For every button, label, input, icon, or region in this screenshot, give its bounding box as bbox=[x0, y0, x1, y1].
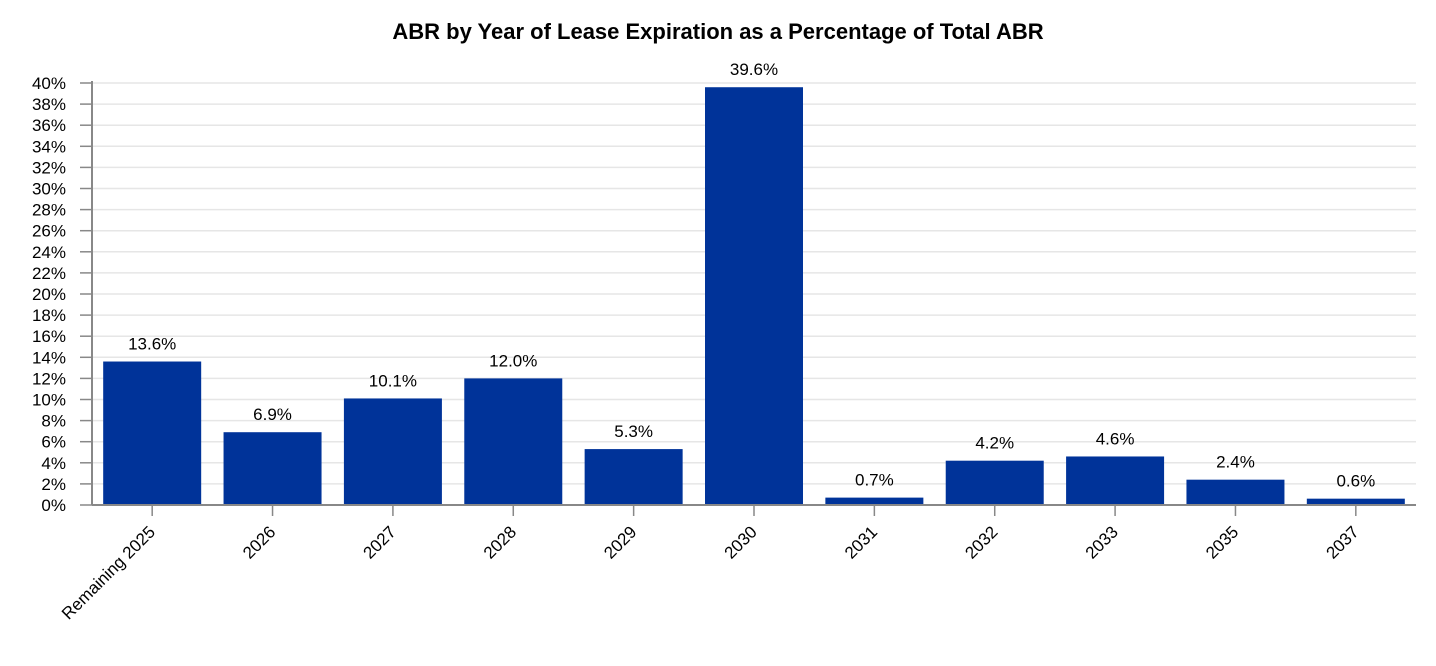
y-tick-label: 14% bbox=[32, 348, 66, 367]
y-tick-label: 20% bbox=[32, 285, 66, 304]
y-tick-label: 0% bbox=[41, 496, 66, 515]
x-tick-label: 2028 bbox=[480, 522, 520, 562]
x-tick-label: 2031 bbox=[841, 522, 881, 562]
bars bbox=[103, 87, 1405, 505]
y-tick-label: 12% bbox=[32, 369, 66, 388]
x-axis: Remaining 2025 2026 2027 2028 2029 2030 2031 20… bbox=[58, 504, 1416, 623]
y-tick-label: 6% bbox=[41, 433, 66, 452]
y-tick-label: 34% bbox=[32, 137, 66, 156]
bar bbox=[343, 398, 442, 505]
bar bbox=[1306, 498, 1405, 505]
data-label: 10.1% bbox=[369, 371, 417, 390]
x-tick-label: 2027 bbox=[360, 522, 400, 562]
data-label: 13.6% bbox=[128, 335, 176, 354]
x-tick-label: Remaining 2025 bbox=[58, 522, 159, 623]
y-tick-label: 28% bbox=[32, 201, 66, 220]
x-tick-label: 2032 bbox=[961, 522, 1001, 562]
y-tick-label: 24% bbox=[32, 243, 66, 262]
y-tick-label: 4% bbox=[41, 454, 66, 473]
x-tick-label: 2026 bbox=[239, 522, 279, 562]
y-axis: 0% 2% 4% 6% 8% 10% 12% 14% 16% 18% 20% 22% 24% 26% 28%… bbox=[32, 74, 93, 515]
y-tick-label: 38% bbox=[32, 95, 66, 114]
bar bbox=[464, 378, 563, 505]
x-tick-label: 2037 bbox=[1322, 522, 1362, 562]
data-label: 12.0% bbox=[489, 351, 537, 370]
data-label: 39.6% bbox=[730, 60, 778, 79]
bar bbox=[945, 460, 1044, 505]
bar bbox=[1186, 479, 1285, 505]
data-label: 0.7% bbox=[855, 471, 894, 490]
chart-title: ABR by Year of Lease Expiration as a Per… bbox=[392, 19, 1043, 44]
x-tick-label: 2033 bbox=[1082, 522, 1122, 562]
data-label: 6.9% bbox=[253, 405, 292, 424]
bar bbox=[584, 449, 683, 505]
data-label: 0.6% bbox=[1336, 472, 1375, 491]
y-tick-label: 36% bbox=[32, 116, 66, 135]
y-tick-label: 8% bbox=[41, 412, 66, 431]
y-tick-label: 18% bbox=[32, 306, 66, 325]
x-tick-label: 2029 bbox=[600, 522, 640, 562]
y-tick-label: 32% bbox=[32, 158, 66, 177]
y-tick-label: 40% bbox=[32, 74, 66, 93]
x-tick-label: 2035 bbox=[1202, 522, 1242, 562]
y-tick-label: 10% bbox=[32, 391, 66, 410]
bar bbox=[1066, 456, 1165, 505]
y-tick-label: 22% bbox=[32, 264, 66, 283]
data-label: 5.3% bbox=[614, 422, 653, 441]
bar bbox=[223, 432, 322, 505]
data-label: 4.6% bbox=[1096, 429, 1135, 448]
data-label: 4.2% bbox=[975, 434, 1014, 453]
bar bbox=[705, 87, 803, 505]
bar bbox=[825, 497, 924, 505]
y-tick-label: 26% bbox=[32, 222, 66, 241]
y-tick-label: 2% bbox=[41, 475, 66, 494]
x-tick-label: 2030 bbox=[721, 522, 761, 562]
data-label: 2.4% bbox=[1216, 453, 1255, 472]
y-tick-label: 30% bbox=[32, 180, 66, 199]
bar bbox=[103, 361, 202, 505]
data-labels: 13.6% 6.9% 10.1% 12.0% 5.3% 39.6% 0.7% 4.2% 4.6%… bbox=[128, 60, 1375, 490]
y-tick-label: 16% bbox=[32, 327, 66, 346]
